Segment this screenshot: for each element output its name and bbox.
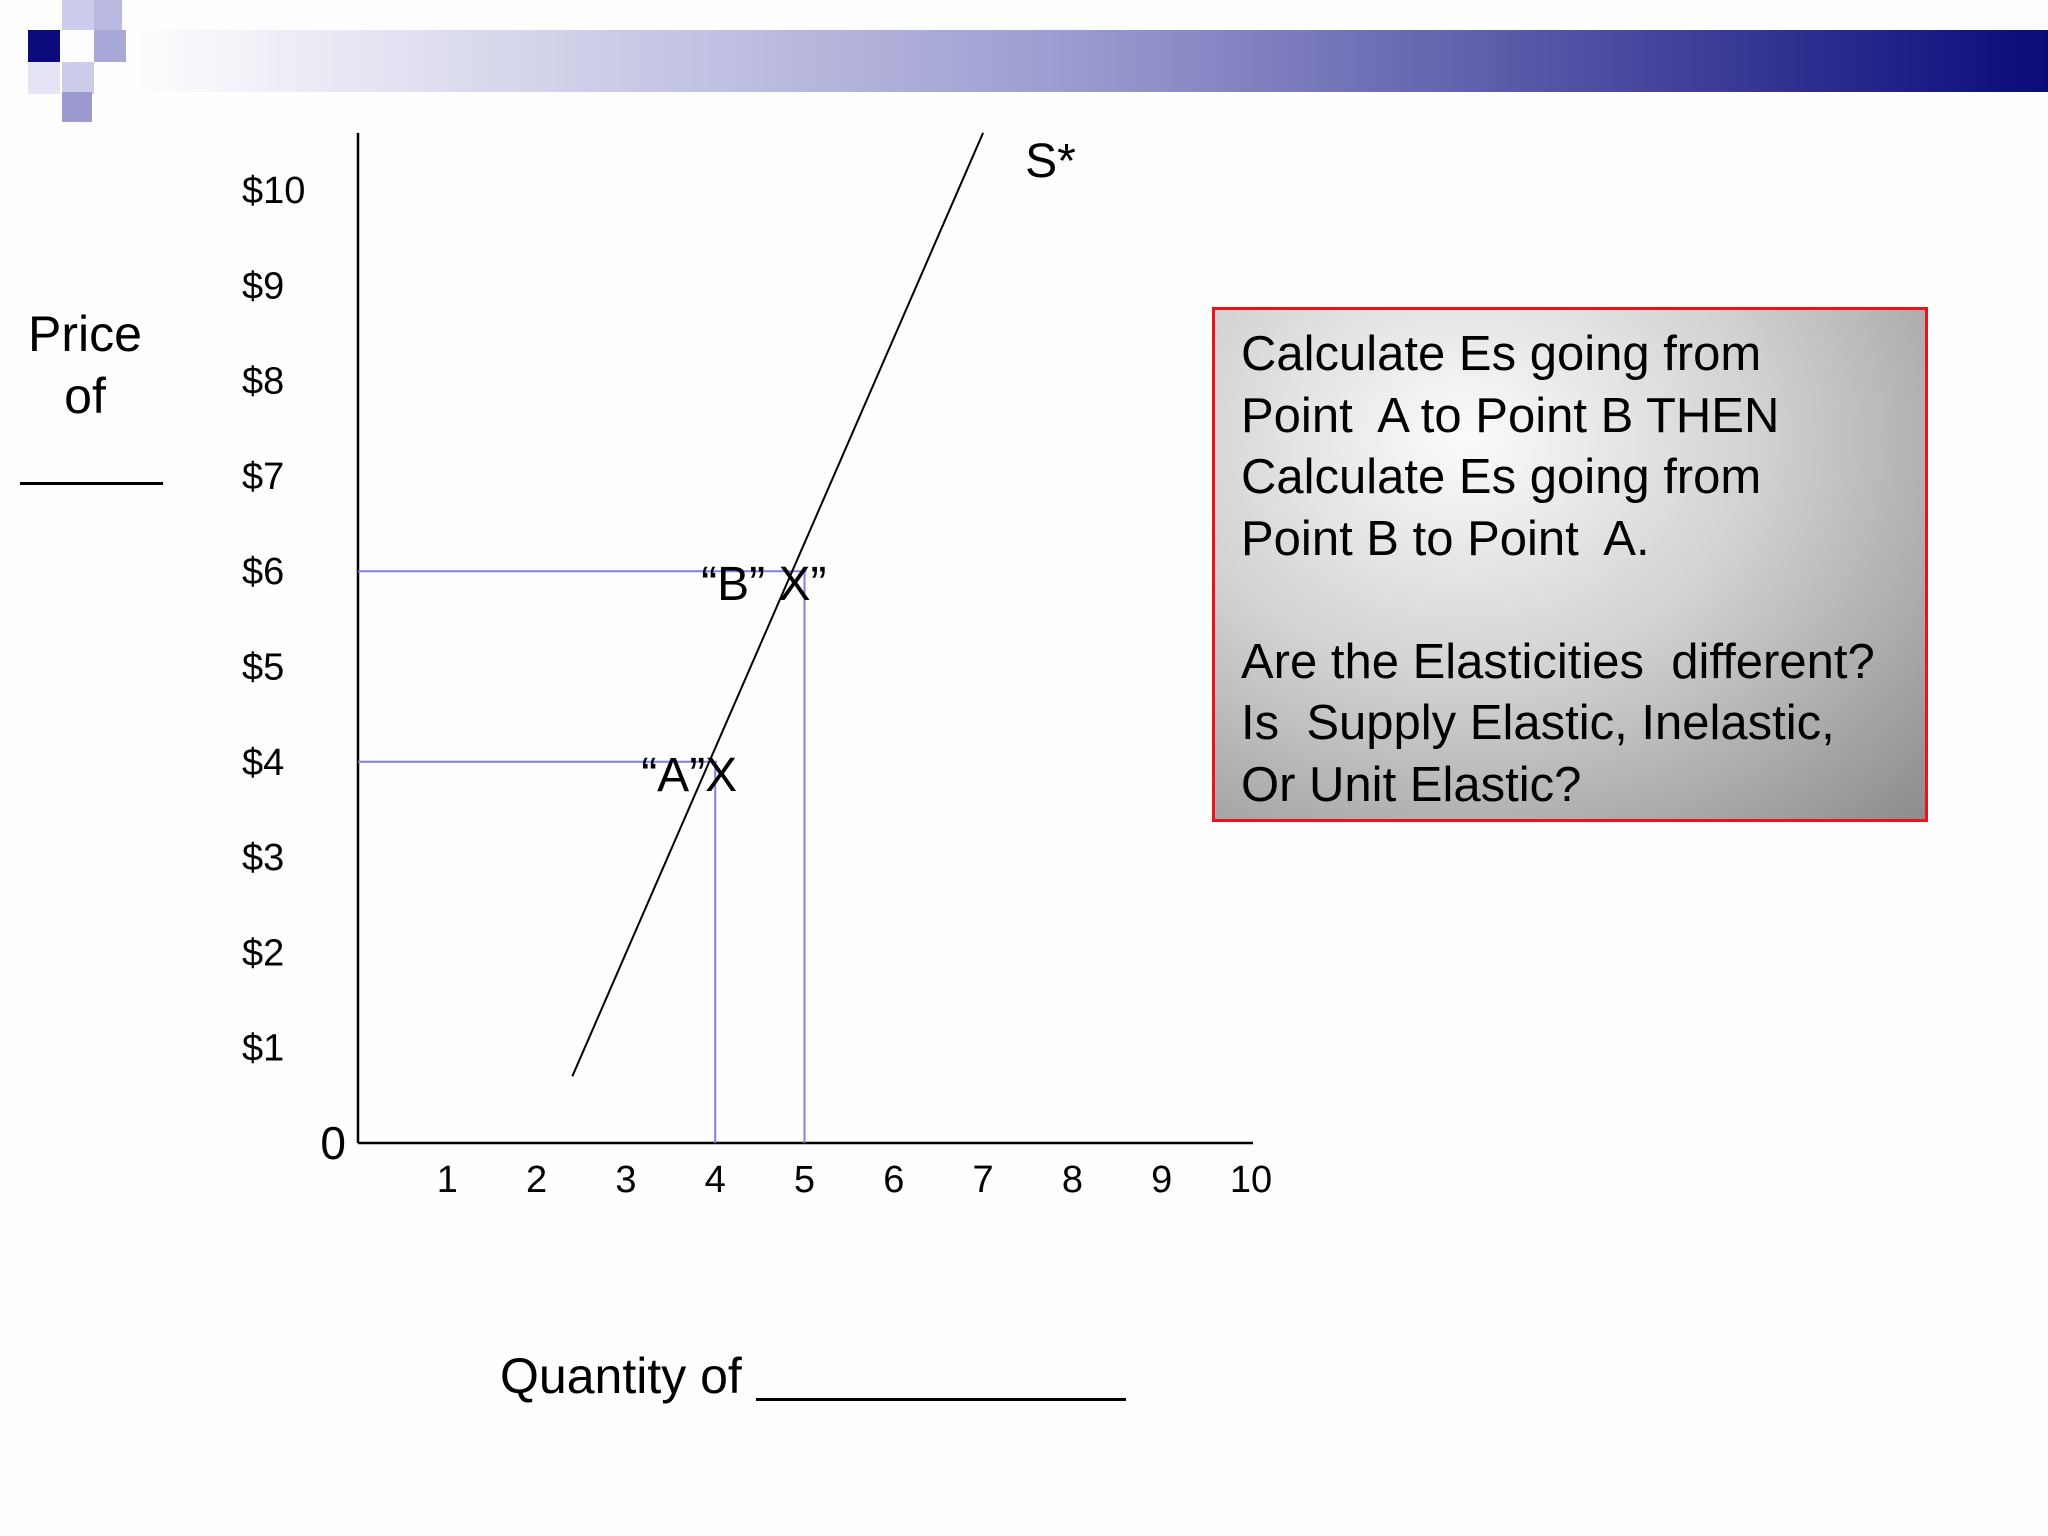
x-tick-label: 5 — [794, 1159, 815, 1201]
x-axis-label: Quantity of — [500, 1347, 1126, 1405]
header-square — [28, 30, 60, 62]
origin-label: 0 — [320, 1117, 346, 1169]
y-tick-label: $1 — [242, 1028, 284, 1070]
y-tick-label: $4 — [242, 742, 284, 784]
header-band — [28, 0, 2048, 122]
header-square — [62, 62, 94, 94]
y-tick-label: $3 — [242, 837, 284, 879]
y-tick-label: $10 — [242, 170, 305, 212]
callout-line: Is Supply Elastic, Inelastic, — [1241, 696, 1835, 750]
x-axis-label-text: Quantity of — [500, 1348, 742, 1404]
y-tick-label: $9 — [242, 265, 284, 307]
supply-curve-label: S* — [1025, 135, 1076, 188]
callout-line: Point A to Point B THEN — [1241, 388, 1780, 443]
callout-line: Calculate Es going from — [1241, 450, 1762, 504]
y-axis-label-of: of — [64, 368, 106, 424]
header-square — [94, 0, 122, 30]
x-tick-label: 2 — [526, 1159, 547, 1201]
x-tick-label: 4 — [705, 1159, 726, 1201]
x-tick-label: 1 — [437, 1159, 458, 1201]
y-axis-label-blank-line — [20, 482, 163, 485]
y-tick-label: $5 — [242, 647, 284, 689]
y-tick-label: $7 — [242, 456, 284, 498]
x-tick-label: 9 — [1151, 1159, 1172, 1201]
header-square — [28, 62, 60, 94]
x-axis-label-blank-line — [755, 1398, 1126, 1401]
x-tick-label: 10 — [1230, 1159, 1272, 1201]
y-tick-label: $6 — [242, 551, 284, 593]
y-tick-label: $8 — [242, 361, 284, 403]
callout-box: Calculate Es going from Point A to Point … — [1212, 307, 1928, 822]
header-square — [94, 30, 126, 62]
point-label: “A”X — [641, 749, 737, 802]
callout-line: Calculate Es going from — [1241, 327, 1762, 381]
x-tick-label: 7 — [973, 1159, 994, 1201]
callout-line: Or Unit Elastic? — [1241, 757, 1582, 812]
header-square — [62, 0, 94, 30]
y-tick-label: $2 — [242, 932, 284, 974]
header-gradient-bar — [120, 30, 2048, 92]
header-square — [62, 92, 92, 122]
point-label: “B” X” — [701, 558, 826, 611]
x-tick-label: 8 — [1062, 1159, 1083, 1201]
y-axis-label-price: Price — [28, 306, 142, 362]
callout-line — [1241, 570, 1899, 632]
callout-line: Point B to Point A. — [1241, 511, 1650, 566]
callout-line: Are the Elasticities different? — [1241, 634, 1875, 689]
supply-curve-line — [571, 132, 985, 1077]
x-tick-label: 6 — [883, 1159, 904, 1201]
x-tick-label: 3 — [615, 1159, 636, 1201]
